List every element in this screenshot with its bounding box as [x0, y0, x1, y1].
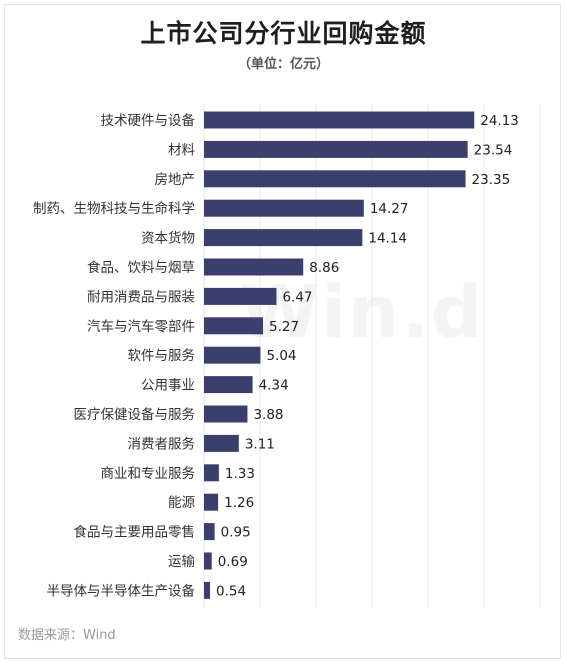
category-label: 房地产 [155, 172, 196, 188]
category-label: 食品、饮料与烟草 [87, 259, 195, 276]
value-label: 5.04 [266, 348, 296, 364]
bar [204, 552, 212, 570]
chart-title: 上市公司分行业回购金额 [140, 19, 427, 48]
category-label: 消费者服务 [128, 436, 196, 452]
bars [204, 111, 475, 599]
category-label: 耐用消费品与服装 [87, 289, 195, 305]
bar [204, 287, 277, 305]
value-label: 1.26 [224, 495, 254, 511]
value-label: 4.34 [259, 378, 289, 394]
bar [204, 434, 239, 452]
category-label: 商业和专业服务 [101, 466, 196, 482]
value-label: 23.54 [474, 142, 513, 158]
bar [204, 493, 219, 511]
category-label: 医疗保健设备与服务 [74, 406, 196, 423]
category-label: 能源 [168, 495, 195, 511]
bar [204, 111, 475, 129]
bar [204, 170, 466, 188]
category-label: 资本货物 [141, 230, 195, 247]
value-label: 6.47 [282, 289, 312, 305]
bar [204, 199, 364, 217]
bar [204, 376, 253, 394]
value-label: 24.13 [480, 113, 519, 129]
category-label: 公用事业 [141, 378, 195, 394]
value-label: 14.14 [368, 231, 407, 247]
bar [204, 464, 219, 482]
category-label: 食品与主要用品零售 [74, 524, 196, 541]
bar [204, 405, 248, 423]
bar [204, 346, 261, 364]
bar [204, 581, 211, 599]
chart-unit: （单位：亿元） [237, 57, 329, 72]
category-label: 制药、生物科技与生命科学 [33, 200, 195, 217]
value-label: 5.27 [269, 319, 299, 335]
value-label: 0.54 [216, 583, 246, 599]
value-label: 3.11 [245, 436, 275, 452]
category-label: 技术硬件与设备 [101, 112, 196, 129]
value-label: 23.35 [472, 172, 511, 188]
bar [204, 317, 264, 335]
value-label: 14.27 [370, 201, 409, 217]
bar [204, 523, 215, 541]
bar [204, 140, 468, 158]
bar [204, 258, 304, 276]
value-labels: 24.13 23.54 23.35 14.27 14.14 8.86 6.47 5.27 5.0… [216, 113, 519, 599]
data-source: 数据来源：Wind [18, 628, 116, 643]
bar [204, 229, 363, 247]
category-label: 软件与服务 [128, 348, 196, 364]
category-label: 半导体与半导体生产设备 [47, 582, 196, 599]
value-label: 0.69 [218, 554, 248, 570]
category-labels: 技术硬件与设备材料房地产制药、生物科技与生命科学资本货物食品、饮料与烟草耐用消费… [33, 112, 195, 599]
category-label: 材料 [168, 142, 195, 158]
value-label: 0.95 [221, 525, 251, 541]
value-label: 8.86 [309, 260, 339, 276]
value-label: 1.33 [225, 466, 255, 482]
category-label: 汽车与汽车零部件 [87, 318, 195, 335]
value-label: 3.88 [253, 407, 283, 423]
category-label: 运输 [168, 554, 195, 570]
